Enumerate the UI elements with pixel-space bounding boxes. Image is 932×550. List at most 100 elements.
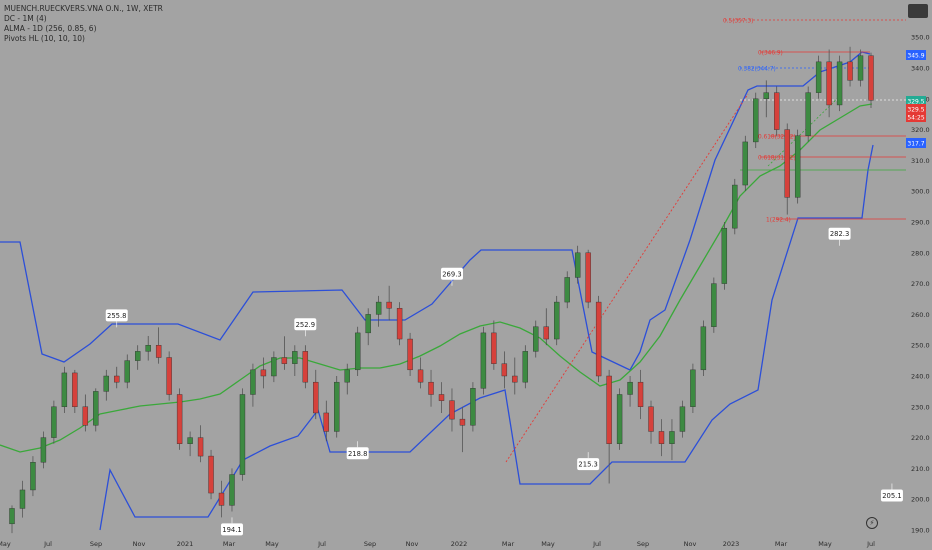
candle[interactable] bbox=[334, 376, 340, 438]
candle[interactable] bbox=[114, 366, 120, 389]
candle[interactable] bbox=[145, 335, 151, 361]
candle[interactable] bbox=[732, 178, 738, 235]
candle[interactable] bbox=[753, 92, 759, 149]
candle[interactable] bbox=[271, 351, 277, 383]
candle[interactable] bbox=[595, 295, 602, 383]
candle[interactable] bbox=[868, 52, 874, 109]
candle[interactable] bbox=[103, 369, 109, 401]
pivot-label[interactable]: 282.3 bbox=[828, 227, 851, 246]
candle[interactable] bbox=[805, 86, 811, 142]
candle[interactable] bbox=[648, 400, 654, 444]
candle[interactable] bbox=[459, 406, 466, 453]
pivot-label[interactable]: 255.8 bbox=[105, 309, 128, 328]
candle[interactable] bbox=[585, 249, 591, 309]
candle[interactable] bbox=[260, 357, 267, 389]
candle[interactable] bbox=[700, 320, 707, 376]
candle[interactable] bbox=[386, 285, 392, 321]
candle[interactable] bbox=[438, 382, 445, 413]
candle[interactable] bbox=[407, 332, 413, 376]
candle[interactable] bbox=[428, 369, 434, 407]
candle[interactable] bbox=[166, 351, 172, 401]
legend-indicator-dc[interactable]: DC - 1M (4) bbox=[4, 14, 47, 23]
candle[interactable] bbox=[155, 327, 162, 364]
candle[interactable] bbox=[470, 382, 476, 432]
candle[interactable] bbox=[637, 369, 644, 420]
pivot-label[interactable]: 218.8 bbox=[346, 441, 369, 460]
candle[interactable] bbox=[522, 345, 529, 389]
candle[interactable] bbox=[543, 308, 549, 346]
candle[interactable] bbox=[354, 326, 361, 376]
candle[interactable] bbox=[836, 55, 843, 112]
candle[interactable] bbox=[187, 431, 193, 457]
candle[interactable] bbox=[61, 366, 68, 413]
candle[interactable] bbox=[229, 468, 235, 512]
candle[interactable] bbox=[396, 302, 403, 346]
candle[interactable] bbox=[323, 400, 329, 442]
candle[interactable] bbox=[564, 271, 570, 309]
candle[interactable] bbox=[302, 345, 309, 389]
candle[interactable] bbox=[208, 449, 214, 500]
candle[interactable] bbox=[51, 400, 57, 444]
candle[interactable] bbox=[679, 400, 686, 438]
candle[interactable] bbox=[711, 277, 717, 333]
scale-settings-button[interactable] bbox=[908, 4, 928, 18]
candle[interactable] bbox=[784, 123, 790, 215]
pivot-label[interactable]: 205.1 bbox=[880, 483, 903, 502]
candle[interactable] bbox=[281, 336, 288, 370]
candle[interactable] bbox=[93, 388, 99, 432]
candle[interactable] bbox=[721, 222, 728, 290]
candle[interactable] bbox=[135, 345, 141, 370]
candle[interactable] bbox=[239, 388, 246, 481]
pivot-label-text: 194.1 bbox=[222, 526, 241, 534]
candle[interactable] bbox=[826, 49, 832, 118]
candle[interactable] bbox=[606, 369, 612, 484]
candle[interactable] bbox=[417, 357, 424, 389]
candle[interactable] bbox=[574, 245, 581, 284]
candle[interactable] bbox=[554, 295, 560, 346]
candle[interactable] bbox=[658, 419, 665, 457]
pivot-label[interactable]: 215.3 bbox=[577, 452, 600, 471]
candle[interactable] bbox=[847, 46, 853, 87]
candle[interactable] bbox=[124, 354, 130, 389]
candle[interactable] bbox=[375, 295, 382, 327]
candle[interactable] bbox=[774, 86, 780, 136]
candle[interactable] bbox=[19, 480, 26, 518]
candle[interactable] bbox=[627, 376, 633, 407]
candle[interactable] bbox=[491, 320, 497, 370]
candle[interactable] bbox=[72, 369, 78, 413]
pivot-label[interactable]: 269.3 bbox=[440, 267, 463, 286]
candle[interactable] bbox=[30, 456, 36, 497]
pivot-label[interactable]: 194.1 bbox=[220, 517, 243, 536]
auto-scale-icon[interactable]: ⚡ bbox=[866, 517, 878, 529]
candle[interactable] bbox=[763, 80, 769, 118]
candle[interactable] bbox=[218, 480, 225, 518]
candle[interactable] bbox=[533, 320, 539, 358]
candle[interactable] bbox=[815, 55, 822, 99]
candle[interactable] bbox=[690, 363, 696, 413]
candle[interactable] bbox=[669, 419, 675, 461]
candle[interactable] bbox=[616, 388, 623, 450]
legend-symbol[interactable]: MUENCH.RUECKVERS.VNA O.N., 1W, XETR bbox=[4, 4, 163, 13]
candle[interactable] bbox=[794, 129, 801, 204]
candle[interactable] bbox=[82, 394, 89, 432]
legend-indicator-alma[interactable]: ALMA - 1D (256, 0.85, 6) bbox=[4, 24, 97, 33]
candle[interactable] bbox=[512, 357, 518, 395]
candle[interactable] bbox=[742, 135, 748, 192]
candle[interactable] bbox=[197, 425, 204, 463]
candle[interactable] bbox=[313, 369, 319, 420]
candle[interactable] bbox=[857, 49, 864, 87]
candle[interactable] bbox=[501, 351, 508, 389]
candle[interactable] bbox=[365, 308, 371, 346]
candle[interactable] bbox=[480, 326, 487, 395]
pivot-label[interactable]: 252.9 bbox=[294, 318, 317, 337]
legend-indicator-pivots[interactable]: Pivots HL (10, 10, 10) bbox=[4, 34, 85, 43]
candle[interactable] bbox=[449, 388, 455, 432]
candle[interactable] bbox=[344, 363, 350, 395]
candle[interactable] bbox=[40, 431, 47, 469]
candle[interactable] bbox=[9, 505, 15, 534]
candle[interactable] bbox=[250, 363, 256, 407]
candle[interactable] bbox=[292, 345, 298, 376]
candle-body bbox=[407, 338, 413, 371]
candle[interactable] bbox=[176, 388, 183, 450]
